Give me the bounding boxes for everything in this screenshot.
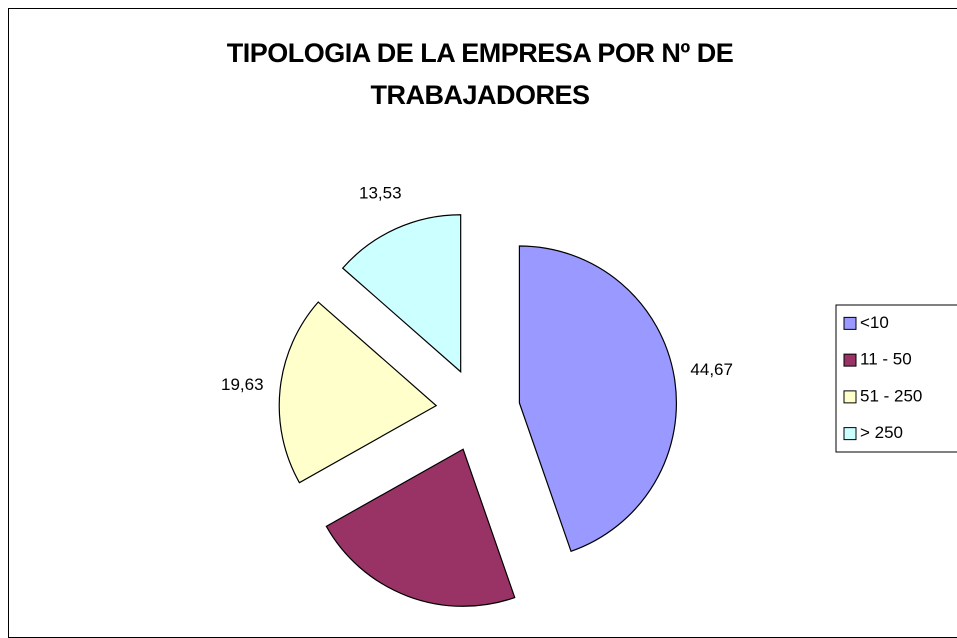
data-label: 13,53 — [359, 184, 402, 203]
pie-slice — [518, 245, 678, 553]
legend-swatch — [843, 316, 857, 330]
data-label: 19,63 — [221, 375, 264, 394]
legend-label: 11 - 50 — [860, 350, 912, 369]
pie-slice — [278, 301, 438, 484]
pie-slice — [325, 448, 516, 607]
chart: 44,67 22,17 19,63 13,53 <10 11 - 50 51 - 250 > … — [221, 184, 957, 623]
data-label: 44,67 — [690, 360, 733, 379]
legend-label: > 250 — [860, 423, 903, 442]
page: TIPOLOGIA DE LA EMPRESA POR Nº DE TRABAJ… — [8, 8, 957, 638]
legend-swatch — [843, 390, 857, 404]
pie-slice — [341, 214, 462, 374]
legend-swatch — [843, 427, 857, 441]
legend-label: <10 — [860, 313, 889, 332]
legend-label: 51 - 250 — [860, 386, 922, 405]
chart-title: TIPOLOGIA DE LA EMPRESA POR Nº DE TRABAJ… — [226, 38, 734, 110]
legend-swatch — [843, 353, 857, 367]
data-label: 22,17 — [373, 621, 416, 623]
